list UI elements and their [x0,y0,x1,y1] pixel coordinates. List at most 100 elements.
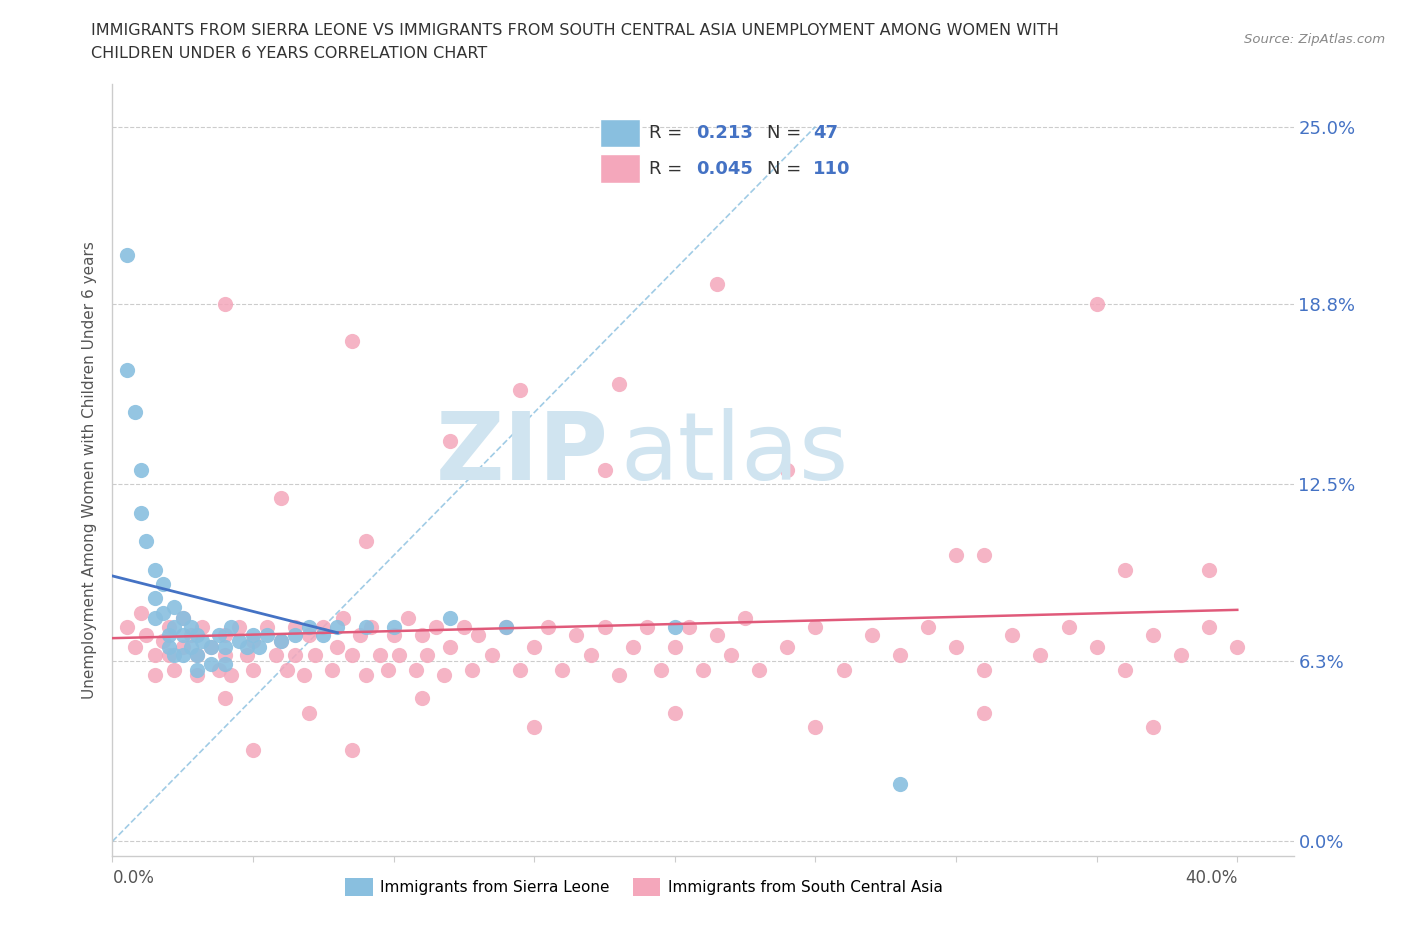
Point [678,619,700,634]
Point [804,720,827,735]
Text: N =: N = [766,124,807,142]
FancyBboxPatch shape [600,154,640,182]
Point [180,619,202,634]
Point [973,662,995,677]
Point [607,668,630,683]
Point [242,742,264,757]
Point [565,628,588,643]
Point [264,648,287,663]
Point [1114,662,1136,677]
Legend: Immigrants from Sierra Leone, Immigrants from South Central Asia: Immigrants from Sierra Leone, Immigrants… [339,872,949,902]
Point [242,633,264,648]
Text: IMMIGRANTS FROM SIERRA LEONE VS IMMIGRANTS FROM SOUTH CENTRAL ASIA UNEMPLOYMENT : IMMIGRANTS FROM SIERRA LEONE VS IMMIGRAN… [91,23,1059,38]
Point [551,662,574,677]
Point [143,591,166,605]
Text: 110: 110 [813,160,851,178]
Point [172,628,194,643]
Point [284,648,307,663]
Point [242,662,264,677]
Point [214,657,236,671]
FancyBboxPatch shape [600,119,640,147]
Point [219,668,242,683]
Point [242,628,264,643]
Point [135,628,157,643]
Point [340,334,363,349]
Point [411,628,433,643]
Point [467,628,489,643]
Point [200,640,222,655]
Point [256,619,278,634]
Point [172,640,194,655]
Point [143,611,166,626]
Point [377,662,399,677]
Point [439,640,461,655]
Point [256,628,278,643]
Text: 47: 47 [813,124,838,142]
Point [124,640,146,655]
Point [1142,720,1164,735]
Point [664,705,686,720]
Point [270,491,292,506]
Point [579,648,602,663]
Point [124,405,146,420]
Point [461,662,484,677]
Point [453,619,475,634]
Point [509,662,531,677]
Text: N =: N = [766,160,807,178]
Point [607,377,630,392]
Point [523,720,546,735]
Point [208,628,231,643]
Point [157,628,180,643]
Point [411,691,433,706]
Point [1114,563,1136,578]
Point [186,668,208,683]
Point [523,640,546,655]
Point [973,548,995,563]
Point [1198,619,1220,634]
Point [157,648,180,663]
Point [284,619,307,634]
Point [228,619,250,634]
Point [172,611,194,626]
Text: 0.213: 0.213 [696,124,752,142]
Point [143,563,166,578]
Point [425,619,447,634]
Point [889,777,911,791]
Point [200,657,222,671]
Point [945,548,967,563]
Text: 0.0%: 0.0% [112,870,155,887]
Point [191,619,214,634]
Point [270,633,292,648]
Point [537,619,560,634]
Point [664,619,686,634]
Point [163,648,186,663]
Point [917,619,939,634]
Point [214,648,236,663]
Point [219,619,242,634]
Text: ZIP: ZIP [436,408,609,500]
Point [247,640,270,655]
Point [270,633,292,648]
Point [298,619,321,634]
Point [706,276,728,291]
Point [163,662,186,677]
Point [326,619,349,634]
Point [636,619,658,634]
Y-axis label: Unemployment Among Women with Children Under 6 years: Unemployment Among Women with Children U… [82,241,97,698]
Point [172,611,194,626]
Point [748,662,770,677]
Point [129,462,152,477]
Point [1142,628,1164,643]
Point [593,462,616,477]
Point [832,662,855,677]
Point [276,662,298,677]
Point [135,534,157,549]
Point [284,628,307,643]
Point [186,648,208,663]
Point [326,640,349,655]
Point [191,633,214,648]
Point [720,648,742,663]
Point [945,640,967,655]
Point [1085,640,1108,655]
Text: Source: ZipAtlas.com: Source: ZipAtlas.com [1244,33,1385,46]
